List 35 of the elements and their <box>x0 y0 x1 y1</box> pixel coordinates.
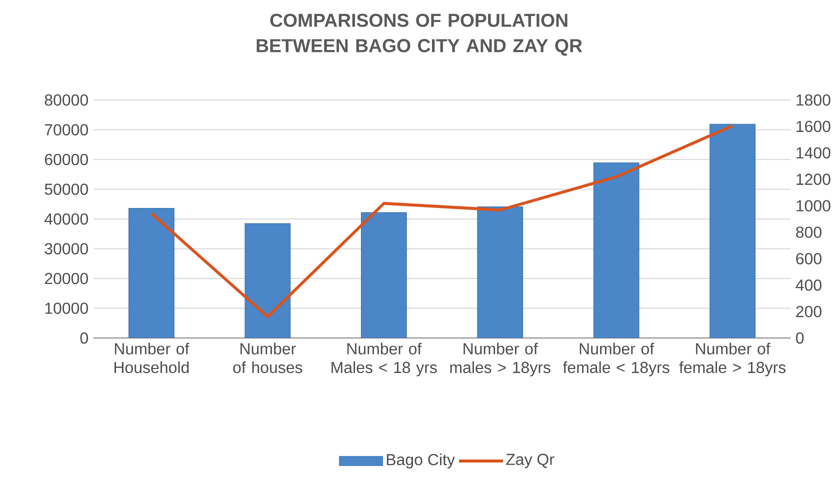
bar <box>710 124 756 338</box>
y-tick-label: 0 <box>80 332 88 344</box>
bar <box>593 162 640 338</box>
x-tick-label: Number of males > 18yrs <box>450 342 550 376</box>
line-series <box>150 124 734 318</box>
y2-tick-label: 1600 <box>796 120 830 132</box>
y2-tick-label: 1200 <box>796 174 830 185</box>
bar <box>128 208 174 338</box>
chart-title: COMPARISONS OF POPULATION BETWEEN BAGO CITY AND ZAY QR <box>256 14 582 56</box>
x-tick-label: Number of houses <box>233 342 302 374</box>
y2-tick-label: 800 <box>796 226 822 238</box>
x-tick-label: Number of Household <box>114 342 190 374</box>
y-tick-label: 50000 <box>44 184 88 195</box>
legend-label: Bago City <box>386 454 455 468</box>
y-tick-label: 10000 <box>45 302 88 314</box>
y2-tick-label: 1000 <box>796 200 830 212</box>
x-tick-label: Number of female < 18yrs <box>562 342 670 376</box>
y-tick-label: 40000 <box>44 213 88 225</box>
y-tick-label: 70000 <box>44 124 88 136</box>
y-tick-label: 80000 <box>44 94 88 106</box>
y2-tick-label: 200 <box>796 306 822 318</box>
y-tick-label: 20000 <box>44 272 88 284</box>
legend-label: Zay Qr <box>506 454 554 468</box>
y2-tick-label: 600 <box>796 253 822 264</box>
bar <box>477 206 524 338</box>
y2-tick-label: 0 <box>796 332 804 344</box>
y2-tick-label: 400 <box>796 279 822 291</box>
x-tick-label: Number of female > 18yrs <box>679 342 786 376</box>
y-tick-label: 60000 <box>44 154 88 166</box>
bar <box>360 212 407 338</box>
bar <box>244 223 291 338</box>
y-tick-label: 30000 <box>44 243 88 254</box>
y2-tick-label: 1800 <box>796 94 830 106</box>
y2-tick-label: 1400 <box>796 147 830 159</box>
x-tick-label: Number of Males < 18 yrs <box>332 342 437 376</box>
